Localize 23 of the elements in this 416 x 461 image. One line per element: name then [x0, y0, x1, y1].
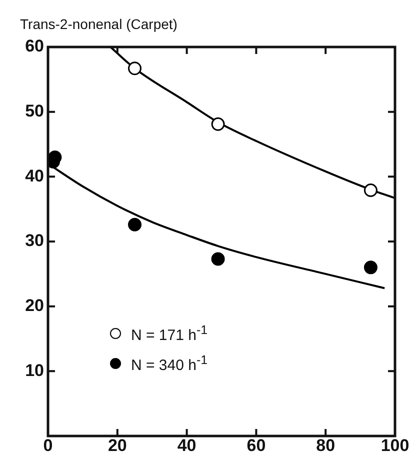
- legend-label: N = 340 h$^{-1}$: [131, 352, 208, 376]
- x-tick-label: 80: [316, 436, 336, 455]
- point: [128, 62, 142, 76]
- x-tick-label: 0: [43, 436, 53, 455]
- x-tick-label: 60: [246, 436, 266, 455]
- point: [211, 252, 225, 266]
- point: [48, 150, 62, 164]
- y-tick-label: 30: [25, 231, 44, 250]
- x-tick-label: 100: [380, 436, 410, 455]
- line-series: [109, 47, 395, 200]
- legend-label: N = 171 h$^{-1}$: [131, 322, 208, 346]
- point: [364, 260, 378, 274]
- y-tick-label: 20: [25, 296, 44, 316]
- y-tick-label: 10: [25, 360, 44, 380]
- chart-title: Trans-2-nonenal (Carpet): [20, 16, 178, 32]
- y-tick-label: 40: [25, 166, 44, 186]
- point: [364, 184, 378, 198]
- point: [128, 218, 142, 232]
- y-tick-label: 60: [25, 36, 44, 56]
- x-tick-label: 40: [177, 436, 196, 455]
- y-tick-label: 50: [25, 102, 44, 121]
- x-tick-label: 20: [108, 436, 127, 455]
- point: [211, 117, 225, 131]
